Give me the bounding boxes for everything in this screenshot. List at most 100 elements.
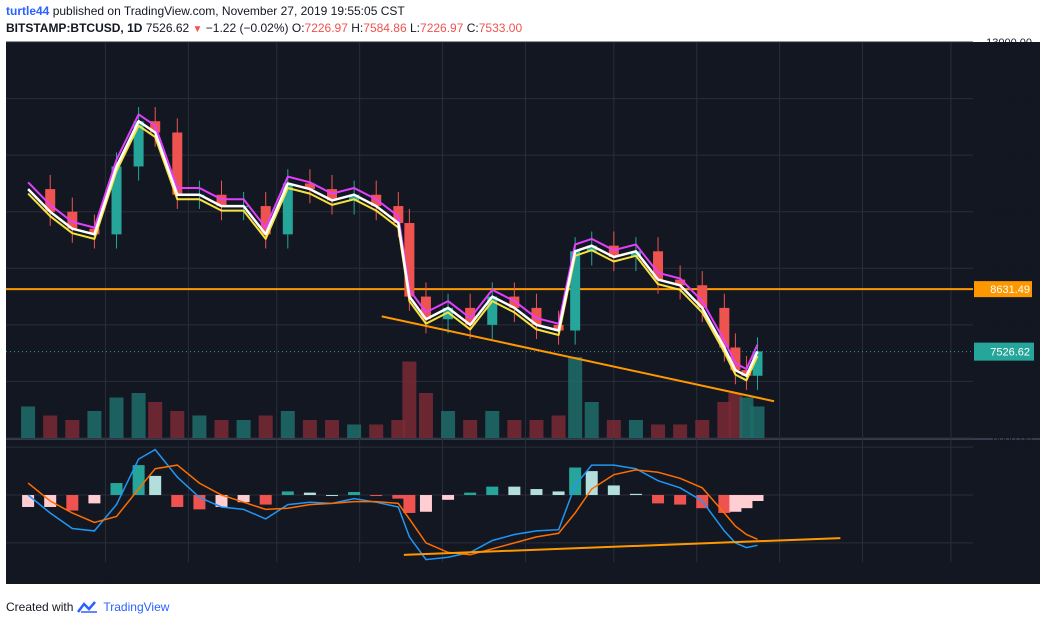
macd-tick-label: 400.00 — [998, 442, 1032, 454]
macd-histogram-bar — [149, 475, 162, 496]
time-tick-label: 16 — [691, 572, 703, 584]
macd-histogram-bar — [215, 495, 228, 507]
volume-bar — [302, 420, 317, 438]
candle-body — [570, 251, 581, 331]
candle-body — [304, 183, 315, 190]
macd-tick-label: −400.00 — [992, 538, 1032, 550]
down-arrow-icon: ▼ — [192, 24, 203, 35]
time-axis-background — [6, 562, 973, 584]
high-label: H: — [351, 21, 364, 35]
macd-histogram-bar — [259, 495, 272, 505]
macd-line — [27, 448, 758, 561]
macd-histogram-bar — [392, 495, 405, 499]
white-ma-line — [27, 119, 759, 378]
last-price: 7526.62 — [145, 21, 190, 35]
volume-bar — [192, 415, 207, 438]
macd-histogram-bar — [652, 495, 665, 504]
macd-histogram-bar — [508, 486, 521, 496]
signal-line — [27, 464, 758, 556]
candle-body — [420, 296, 431, 320]
price-tick-label: 11000.00 — [987, 150, 1032, 162]
macd-histogram-bar — [171, 495, 184, 507]
price-tick-label: 8000.00 — [992, 320, 1032, 332]
price-tick-label: 6000.00 — [992, 433, 1032, 445]
volume-bar — [551, 415, 566, 438]
author-name[interactable]: turtle44 — [6, 4, 50, 18]
time-tick-label: Aug — [96, 572, 116, 584]
macd-histogram-bar — [674, 495, 687, 505]
volume-bar — [529, 420, 544, 438]
macd-histogram-bar — [552, 491, 565, 496]
macd-histogram-bar — [110, 483, 123, 496]
horizontal-level-label: 8631.49 — [990, 284, 1030, 296]
volume-bar — [606, 420, 621, 438]
candle-body — [608, 245, 619, 257]
publish-line: turtle44 published on TradingView.com, N… — [6, 3, 522, 20]
volume-bar — [418, 393, 433, 438]
macd-histogram-bar — [729, 495, 742, 512]
macd-histogram-bar — [22, 495, 35, 507]
volume-bar — [463, 420, 478, 438]
macd-trendline — [403, 537, 841, 556]
price-trendline — [381, 315, 775, 403]
time-tick-label: Dec — [770, 572, 790, 584]
last-price-label: 7526.62 — [990, 347, 1030, 359]
macd-histogram-bar — [403, 495, 416, 513]
volume-bar — [695, 420, 710, 438]
volume-bar — [402, 361, 417, 438]
created-with-text: Created with — [6, 600, 74, 614]
macd-histogram-bar — [326, 495, 339, 497]
close-label: C: — [466, 21, 479, 35]
volume-bar — [584, 402, 599, 438]
macd-histogram-bar — [740, 495, 753, 509]
candle-body — [404, 223, 415, 297]
volume-bar — [369, 424, 384, 438]
macd-histogram-bar — [132, 465, 145, 496]
horizontal-level-tag — [974, 281, 1032, 298]
publish-info: published on TradingView.com, November 2… — [52, 4, 405, 18]
price-tick-label: 7000.00 — [992, 376, 1032, 388]
volume-bar — [148, 402, 163, 438]
volume-bar — [170, 411, 185, 438]
candle-body — [327, 189, 338, 201]
symbol-label: BITSTAMP:BTCUSD, 1D — [6, 21, 143, 35]
volume-bar — [673, 424, 688, 438]
price-tick-label: 10000.00 — [986, 207, 1032, 219]
candle-body — [675, 279, 686, 286]
candle-body — [45, 189, 56, 212]
volume-bar — [325, 420, 340, 438]
price-change: −1.22 (−0.02%) — [205, 21, 289, 35]
macd-histogram-bar — [607, 485, 620, 496]
macd-histogram-bar — [88, 495, 101, 504]
candle-body — [586, 245, 597, 252]
tradingview-link[interactable]: TradingView — [103, 600, 170, 614]
volume-bar — [236, 420, 251, 438]
tradingview-logo-icon — [77, 601, 98, 613]
candle-body — [349, 194, 360, 201]
macd-tick-label: 0.00 — [1011, 490, 1032, 502]
chart-header: turtle44 published on TradingView.com, N… — [6, 3, 522, 38]
time-tick-label: Sep — [267, 572, 287, 584]
close-value: 7533.00 — [478, 21, 523, 35]
macd-histogram-bar — [530, 489, 543, 496]
candle-body — [216, 194, 227, 207]
candle-body — [719, 307, 730, 348]
time-tick-label: 16 — [856, 572, 868, 584]
price-tick-label: 13000.00 — [986, 37, 1032, 49]
volume-bar — [568, 357, 583, 438]
volume-bar — [87, 411, 102, 438]
time-tick-label: 16 — [519, 572, 531, 584]
volume-bar — [131, 393, 146, 438]
volume-bar — [441, 411, 456, 438]
macd-histogram-bar — [66, 495, 79, 511]
macd-histogram-bar — [751, 495, 764, 501]
open-label: O: — [291, 21, 305, 35]
macd-histogram-bar — [442, 495, 455, 500]
candle-body — [260, 206, 271, 235]
time-tick-label: 16 — [354, 572, 366, 584]
volume-bar — [43, 415, 58, 438]
macd-histogram-bar — [569, 467, 582, 496]
macd-histogram-bar — [464, 492, 477, 496]
volume-bar — [280, 411, 295, 438]
